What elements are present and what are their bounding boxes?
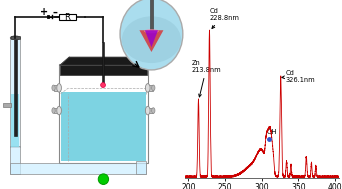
Bar — [14, 38, 17, 136]
Ellipse shape — [57, 84, 62, 92]
Ellipse shape — [145, 106, 150, 115]
Ellipse shape — [122, 16, 181, 63]
Bar — [54, 108, 60, 113]
Bar — [59, 64, 148, 163]
Bar — [11, 36, 20, 39]
Ellipse shape — [52, 108, 55, 113]
Bar — [59, 14, 76, 20]
Circle shape — [98, 174, 109, 184]
Bar — [60, 65, 147, 75]
Text: OH: OH — [266, 129, 277, 135]
Bar — [54, 85, 60, 91]
Ellipse shape — [144, 29, 159, 33]
Polygon shape — [140, 30, 163, 52]
Polygon shape — [60, 57, 147, 65]
Text: –: – — [53, 7, 58, 17]
Bar — [10, 38, 20, 147]
Text: R: R — [65, 12, 70, 22]
Bar — [150, 0, 153, 30]
Bar — [61, 92, 146, 161]
Bar — [147, 108, 153, 113]
Ellipse shape — [57, 106, 62, 115]
Polygon shape — [145, 30, 158, 47]
Ellipse shape — [152, 108, 155, 113]
Bar — [147, 85, 153, 91]
Bar — [136, 161, 146, 174]
Bar — [10, 163, 146, 174]
Text: Cd
228.8nm: Cd 228.8nm — [210, 8, 239, 29]
Ellipse shape — [52, 85, 55, 91]
Bar — [10, 146, 20, 174]
Ellipse shape — [10, 36, 21, 40]
Bar — [3, 103, 11, 107]
Text: +: + — [40, 7, 48, 17]
Circle shape — [101, 83, 105, 88]
Bar — [11, 94, 19, 147]
Ellipse shape — [145, 84, 150, 92]
Ellipse shape — [152, 85, 155, 91]
Text: Zn
213.8nm: Zn 213.8nm — [192, 60, 222, 97]
Ellipse shape — [120, 0, 183, 70]
Text: Cd
326.1nm: Cd 326.1nm — [282, 70, 315, 83]
Bar — [102, 42, 104, 85]
